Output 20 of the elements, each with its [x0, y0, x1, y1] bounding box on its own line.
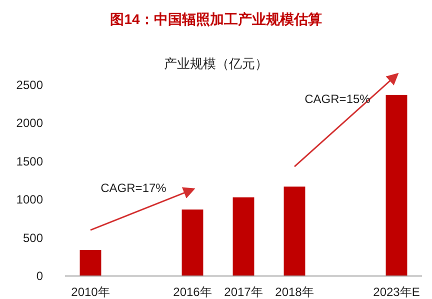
x-tick-label: 2018年	[275, 285, 314, 299]
bar	[232, 197, 254, 276]
x-tick-label: 2016年	[173, 285, 212, 299]
annotation: CAGR=15%	[304, 92, 371, 106]
annotation: CAGR=17%	[100, 180, 167, 195]
chart-title: 图14：中国辐照加工产业规模估算	[110, 11, 322, 27]
bar	[80, 250, 102, 276]
y-tick-label: 1000	[16, 192, 44, 207]
y-tick-label: 1500	[16, 154, 44, 168]
y-tick-label: 2000	[16, 116, 44, 130]
y-tick-label: 500	[22, 230, 44, 245]
chart-subtitle: 产业规模（亿元）	[164, 56, 268, 71]
bar	[284, 186, 306, 276]
bar	[386, 94, 408, 276]
x-tick-label: 2017年	[224, 285, 263, 299]
x-tick-label: 2010年	[71, 285, 110, 299]
y-tick-label: 2500	[16, 78, 44, 92]
y-tick-label: 0	[36, 269, 44, 283]
x-tick-label: 2023年E	[373, 285, 420, 299]
bar	[182, 210, 204, 276]
